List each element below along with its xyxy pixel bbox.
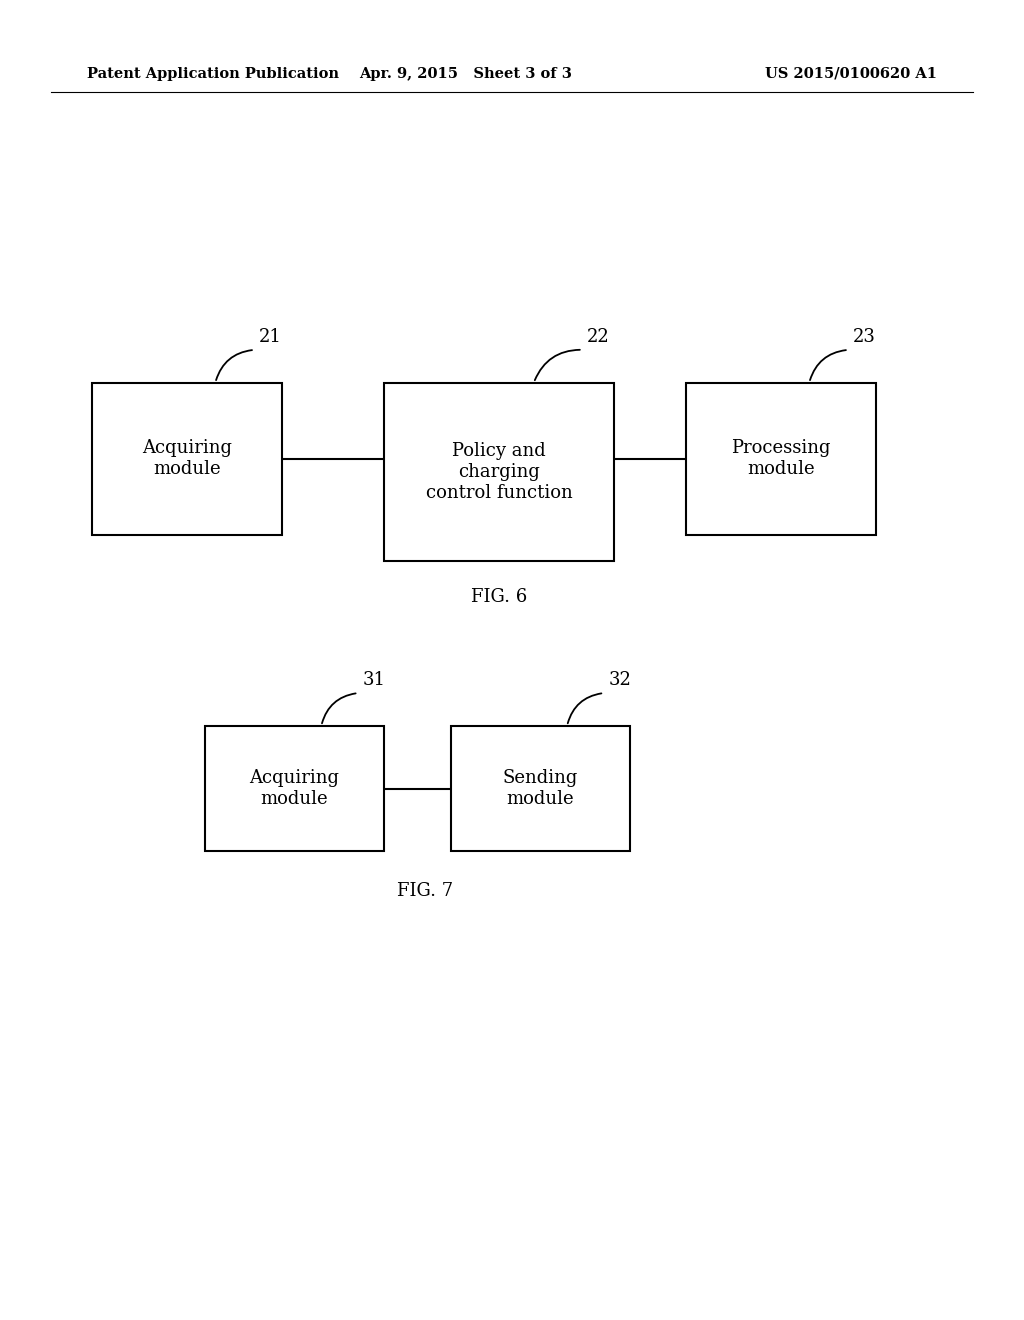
Text: Acquiring
module: Acquiring module <box>142 440 231 478</box>
Text: 22: 22 <box>587 327 609 346</box>
Text: Acquiring
module: Acquiring module <box>250 770 339 808</box>
Text: 21: 21 <box>259 327 282 346</box>
FancyBboxPatch shape <box>451 726 630 851</box>
Text: 31: 31 <box>362 671 385 689</box>
Text: FIG. 7: FIG. 7 <box>397 882 453 900</box>
Text: FIG. 6: FIG. 6 <box>471 587 526 606</box>
FancyBboxPatch shape <box>92 383 282 535</box>
Text: Apr. 9, 2015   Sheet 3 of 3: Apr. 9, 2015 Sheet 3 of 3 <box>359 67 572 81</box>
Text: 23: 23 <box>853 327 876 346</box>
FancyBboxPatch shape <box>205 726 384 851</box>
Text: US 2015/0100620 A1: US 2015/0100620 A1 <box>765 67 937 81</box>
FancyBboxPatch shape <box>686 383 876 535</box>
Text: Sending
module: Sending module <box>503 770 578 808</box>
Text: Patent Application Publication: Patent Application Publication <box>87 67 339 81</box>
Text: Processing
module: Processing module <box>731 440 830 478</box>
Text: 32: 32 <box>608 671 631 689</box>
FancyBboxPatch shape <box>384 383 614 561</box>
Text: Policy and
charging
control function: Policy and charging control function <box>426 442 572 502</box>
